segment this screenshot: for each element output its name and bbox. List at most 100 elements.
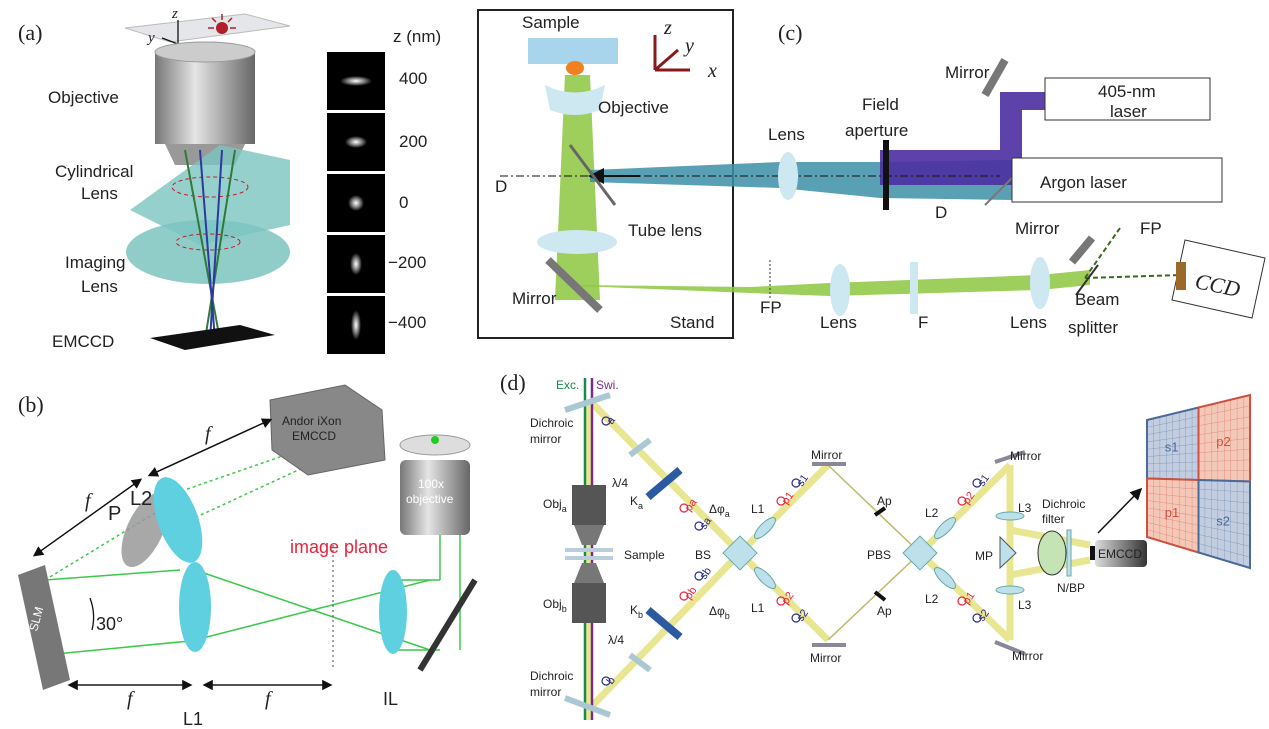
pol-label-s2: s2 (795, 607, 811, 623)
label-l3: L3 (1018, 598, 1032, 612)
lens-l1-top (753, 516, 777, 540)
label-imaging-lens: Lens (81, 277, 118, 296)
label-l2: L2 (130, 488, 152, 510)
pol-label-sb: sb (698, 565, 714, 581)
mirror-top (981, 58, 1009, 97)
polarization-icon (601, 416, 611, 426)
label-f: f (205, 423, 213, 445)
nbp-filter (1066, 529, 1072, 577)
polarization-icon (694, 571, 704, 581)
polarization-icon (776, 596, 786, 606)
thin-beams-d (827, 464, 921, 641)
label-l2: L2 (925, 506, 939, 520)
argon-laser (1011, 157, 1223, 203)
label-lens: Lens (820, 313, 857, 332)
label-laser: laser (1110, 102, 1147, 121)
mirror-2 (812, 643, 846, 647)
polarization-icon (957, 596, 967, 606)
label-dichroic: Dichroic (530, 416, 573, 430)
label-il: IL (383, 689, 398, 709)
polarization-icon (776, 496, 786, 506)
panel-c: (c) z y x Sample Objective Tube lens Mir… (477, 9, 1266, 339)
label-ap: Ap (877, 494, 892, 508)
label-mirror: Mirror (945, 63, 990, 82)
axis-z: z (663, 17, 672, 39)
dichroic-d1 (568, 144, 617, 206)
polarization-icon (957, 496, 967, 506)
objective (155, 52, 255, 144)
polarization-icon (679, 503, 689, 513)
label-mirror: Mirror (1012, 649, 1043, 663)
emccd-chip (150, 325, 275, 350)
label-objective: Objective (598, 98, 669, 117)
label-aperture: aperture (845, 121, 908, 140)
polarization-icon (791, 478, 801, 488)
label-filter: filter (1042, 512, 1065, 526)
lens-l1-bottom (753, 566, 777, 590)
label-emccd: EMCCD (52, 332, 114, 351)
psf-spot (351, 310, 361, 340)
mirror-4 (994, 640, 1026, 656)
panel-c-tag: (c) (778, 20, 802, 45)
label-lambda4: λ/4 (608, 633, 624, 647)
label-obja: Obja (543, 497, 567, 514)
dichroic-mirror-top (564, 392, 611, 413)
label-l2: L2 (925, 592, 939, 606)
psf-spot (350, 253, 362, 275)
label-d: D (495, 177, 507, 196)
lens-1 (778, 152, 798, 200)
label-stand: Stand (670, 313, 714, 332)
label-d: D (935, 203, 947, 222)
label-mirror: mirror (530, 432, 561, 446)
label-image-plane: image plane (290, 537, 388, 557)
lens-l2-bottom (933, 566, 957, 590)
z-value: 400 (399, 69, 427, 88)
lens-l2-top (933, 516, 957, 540)
dichroic-mirror-bottom (563, 695, 612, 718)
mirror-1 (812, 462, 846, 466)
lens-l3-top (995, 511, 1025, 521)
psf-image-strip (327, 52, 385, 354)
label-field: Field (862, 95, 899, 114)
lens-l3-bottom (995, 585, 1025, 595)
label-objb: Objb (543, 597, 567, 614)
psf-spot (348, 195, 364, 211)
aperture-1 (873, 506, 887, 517)
andor-emccd-camera (269, 384, 386, 476)
filter-f (910, 262, 918, 314)
z-value: 200 (399, 132, 427, 151)
polarization-icon (972, 478, 982, 488)
cylindrical-lens (130, 145, 290, 245)
mirror-3 (994, 450, 1026, 464)
quarter-wave-a (628, 437, 652, 458)
label-kb: Kb (630, 603, 643, 620)
objective-100x (400, 460, 470, 535)
pol-label-p2: p2 (780, 590, 797, 607)
pol-label-b: b (605, 675, 618, 687)
label-l3: L3 (1018, 501, 1032, 515)
objective-b (572, 583, 606, 623)
coverslip (124, 13, 291, 43)
psf-spot (345, 136, 367, 148)
lens-2 (830, 264, 850, 316)
emission-beam (555, 270, 1090, 296)
label-lens: Lens (768, 125, 805, 144)
label-nbp: N/BP (1057, 581, 1085, 595)
panel-a: (a) z y x Objective Cylindrical Lens Ima… (18, 6, 441, 354)
axis-y: y (146, 30, 155, 46)
label-objective: objective (406, 492, 454, 506)
axis-x: x (707, 60, 717, 82)
mirror-right (1068, 235, 1096, 265)
compensator-ka (645, 466, 683, 501)
label-mirror: Mirror (810, 651, 841, 665)
panel-b-tag: (b) (18, 392, 44, 417)
label-bs: BS (695, 548, 711, 562)
pol-label-pb: pb (683, 585, 700, 602)
fold-mirror (417, 578, 478, 672)
emitter-rays-icon (208, 14, 236, 29)
label-mirror: mirror (530, 685, 561, 699)
panel-a-tag: (a) (18, 20, 42, 45)
label-mirror: Mirror (1015, 219, 1060, 238)
